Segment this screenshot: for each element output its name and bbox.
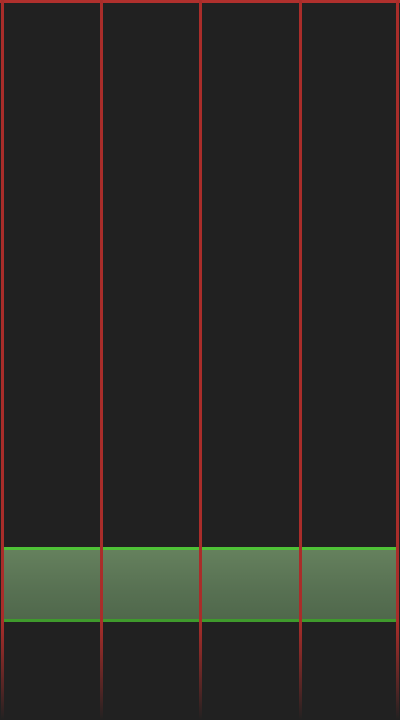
lane-divider-right <box>396 0 399 720</box>
lane-divider-left <box>1 0 4 720</box>
lane-divider-2 <box>199 0 202 720</box>
lane-divider-1 <box>100 0 103 720</box>
hit-zone-lane-4[interactable] <box>302 547 396 622</box>
lane-divider-3 <box>299 0 302 720</box>
hit-zone-lane-1[interactable] <box>4 547 100 622</box>
hit-zone-lane-2[interactable] <box>103 547 199 622</box>
hit-zone-lane-3[interactable] <box>202 547 299 622</box>
